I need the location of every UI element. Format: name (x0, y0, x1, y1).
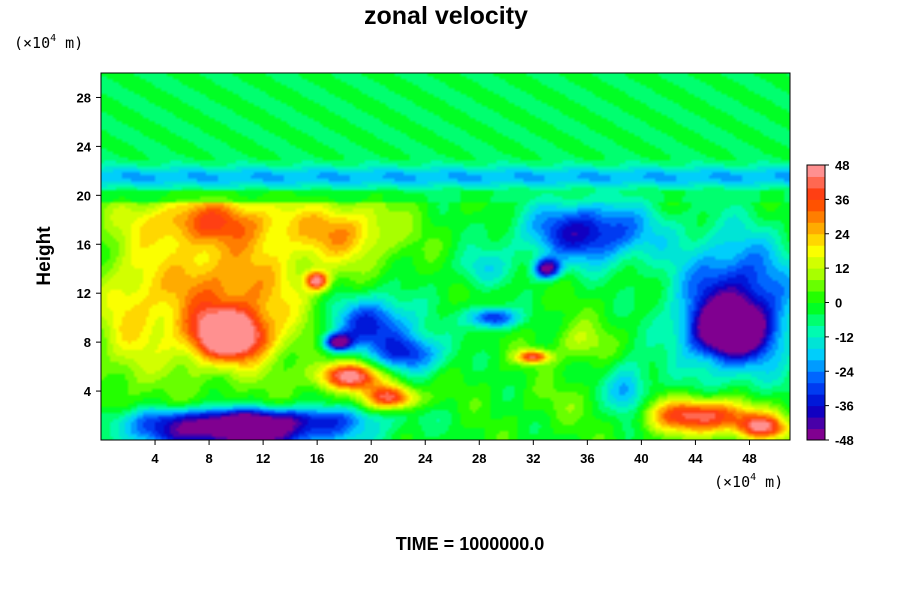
x-tick-label: 12 (256, 451, 270, 466)
y-tick-label: 20 (77, 188, 91, 203)
colorbar: 48 36 24 12 0 -12 -24 -36 -48 (806, 158, 855, 448)
plot-frame (100, 72, 791, 441)
colorbar-tick-label: -12 (835, 330, 854, 345)
y-tick-label: 12 (77, 286, 91, 301)
y-tick-label: 8 (84, 335, 91, 350)
colorbar-tick-label: -48 (835, 433, 854, 448)
colorbar-tick-label: 36 (835, 192, 849, 207)
colorbar-step (807, 210, 825, 223)
x-tick-label: 4 (151, 451, 159, 466)
colorbar-ticks: 48 36 24 12 0 -12 -24 -36 -48 (825, 158, 855, 448)
x-tick-label: 20 (364, 451, 378, 466)
colorbar-step (807, 405, 825, 418)
x-tick-label: 32 (526, 451, 540, 466)
x-tick-label: 44 (688, 451, 703, 466)
y-tick-label: 4 (84, 384, 92, 399)
x-tick-label: 16 (310, 451, 324, 466)
y-tick-label: 28 (77, 90, 91, 105)
colorbar-step (807, 348, 825, 361)
colorbar-steps (807, 165, 825, 441)
colorbar-step (807, 291, 825, 303)
colorbar-step (807, 313, 825, 326)
x-unit-label: (×104 m) (714, 472, 783, 491)
colorbar-tick-label: -24 (835, 364, 855, 379)
x-tick-label: 36 (580, 451, 594, 466)
colorbar-step (807, 394, 825, 407)
colorbar-tick-label: 0 (835, 296, 842, 311)
colorbar-tick-label: 24 (835, 227, 850, 242)
x-tick-label: 40 (634, 451, 648, 466)
colorbar-step (807, 233, 825, 246)
x-tick-label: 48 (742, 451, 756, 466)
colorbar-step (807, 268, 825, 281)
x-axis-ticks: 4 8 12 16 20 24 28 32 36 40 44 48 (151, 440, 757, 466)
colorbar-tick-label: 12 (835, 261, 849, 276)
x-tick-label: 24 (418, 451, 433, 466)
y-axis-label: Height (34, 226, 55, 286)
chart-title: zonal velocity (364, 2, 528, 30)
colorbar-step (807, 176, 825, 189)
plot-area (100, 72, 791, 441)
colorbar-step (807, 302, 825, 315)
colorbar-step (807, 222, 825, 235)
heatmap-image (101, 73, 790, 440)
colorbar-step (807, 165, 825, 177)
colorbar-step (807, 187, 825, 200)
colorbar-step (807, 417, 825, 430)
y-tick-label: 16 (77, 237, 91, 252)
colorbar-tick-label: 48 (835, 158, 849, 173)
colorbar-step (807, 428, 825, 441)
time-label: TIME = 1000000.0 (396, 534, 545, 554)
y-axis-ticks: 4 8 12 16 20 24 28 (77, 90, 101, 399)
colorbar-step (807, 245, 825, 258)
colorbar-step (807, 336, 825, 349)
colorbar-step (807, 382, 825, 395)
x-tick-label: 28 (472, 451, 486, 466)
y-tick-label: 24 (77, 139, 92, 154)
x-tick-label: 8 (205, 451, 212, 466)
colorbar-step (807, 325, 825, 338)
y-unit-label: (×104 m) (14, 33, 83, 52)
colorbar-step (807, 199, 825, 212)
colorbar-tick-label: -36 (835, 399, 854, 414)
colorbar-step (807, 359, 825, 372)
colorbar-step (807, 279, 825, 292)
colorbar-step (807, 256, 825, 269)
colorbar-step (807, 371, 825, 384)
